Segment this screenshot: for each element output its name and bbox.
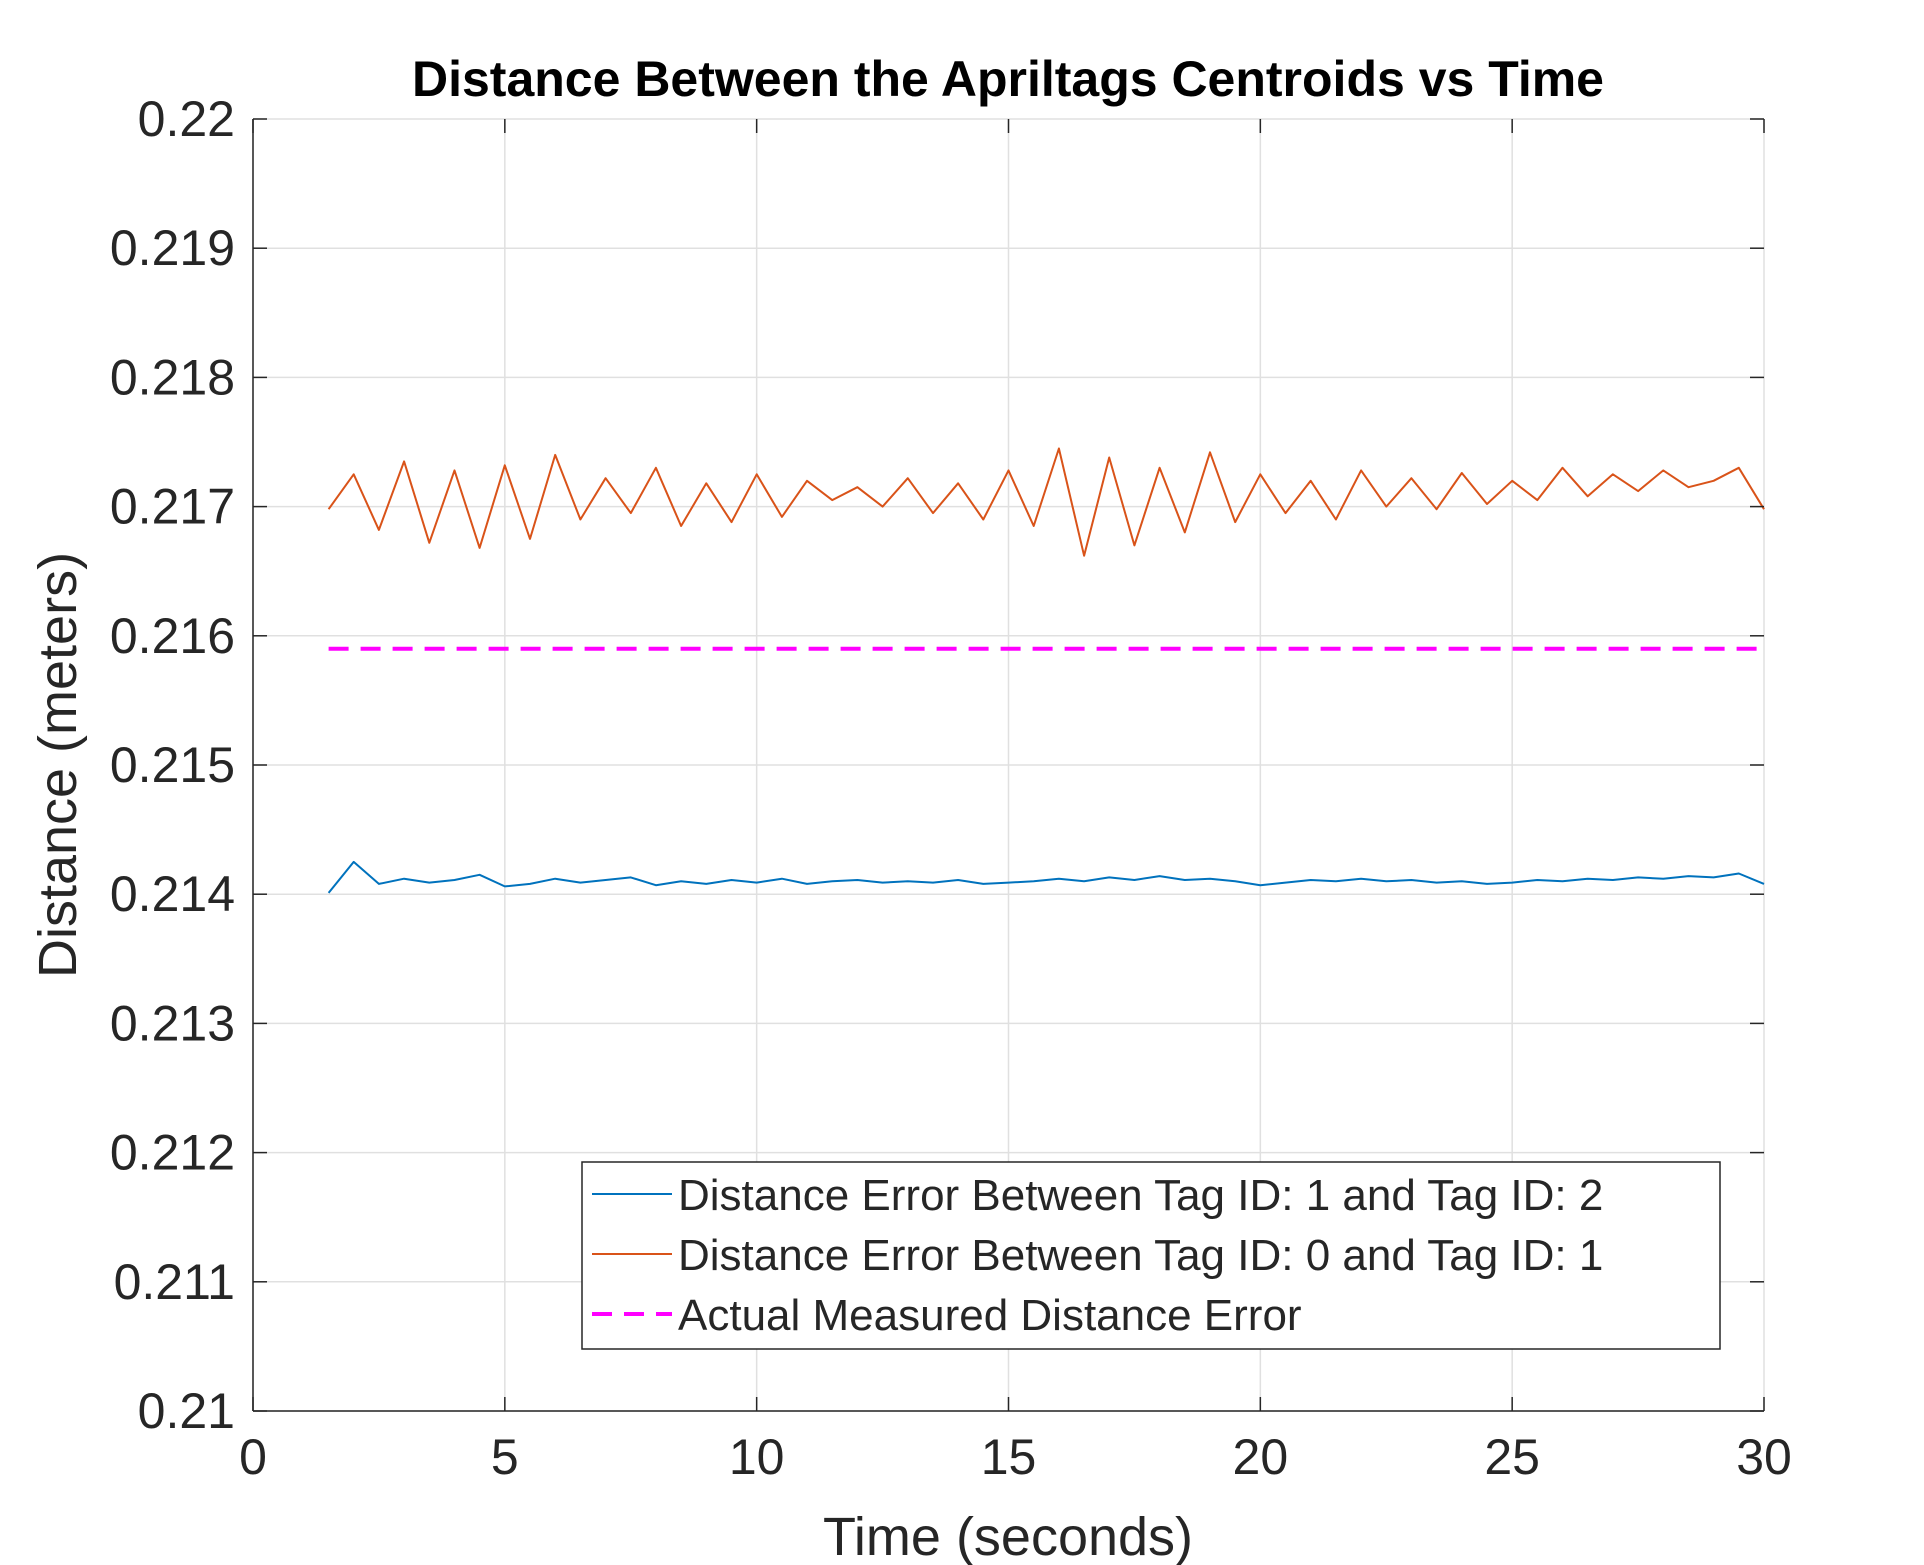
series-line-0 [327,860,1765,894]
y-tick-label: 0.217 [110,479,235,535]
y-tick-label: 0.218 [110,349,235,405]
y-tick-label: 0.216 [110,608,235,664]
x-tick-labels: 0 5 10 15 20 25 30 [239,1429,1792,1485]
series-line-1 [327,447,1765,557]
x-tick-label: 25 [1484,1429,1540,1485]
x-tick-label: 15 [981,1429,1037,1485]
legend-entries: Distance Error Between Tag ID: 1 and Tag… [592,1171,1603,1340]
legend-label: Distance Error Between Tag ID: 1 and Tag… [678,1171,1603,1220]
legend-label: Actual Measured Distance Error [678,1291,1302,1340]
y-tick-label: 0.22 [138,91,235,147]
legend: Distance Error Between Tag ID: 1 and Tag… [581,1161,1721,1350]
x-tick-label: 20 [1233,1429,1289,1485]
series-layer [327,447,1765,894]
legend-box [581,1161,1721,1350]
y-tick-labels: 0.21 0.211 0.212 0.213 0.214 0.215 0.216 0.217 0… [110,91,235,1439]
chart-title: Distance Between the Apriltags Centroids… [412,51,1604,107]
y-tick-label: 0.219 [110,220,235,276]
x-tick-label: 10 [729,1429,785,1485]
x-axis-label: Time (seconds) [823,1507,1193,1565]
x-tick-label: 5 [491,1429,519,1485]
x-tick-label: 30 [1736,1429,1792,1485]
y-axis-label: Distance (meters) [28,552,88,978]
legend-label: Distance Error Between Tag ID: 0 and Tag… [678,1231,1603,1280]
y-tick-label: 0.215 [110,737,235,793]
y-tick-label: 0.211 [114,1254,235,1310]
axes [252,118,1765,1412]
y-tick-label: 0.214 [110,866,235,922]
y-tick-label: 0.21 [138,1383,235,1439]
y-tick-label: 0.212 [110,1125,235,1181]
y-tick-label: 0.213 [110,995,235,1051]
x-tick-label: 0 [239,1429,267,1485]
